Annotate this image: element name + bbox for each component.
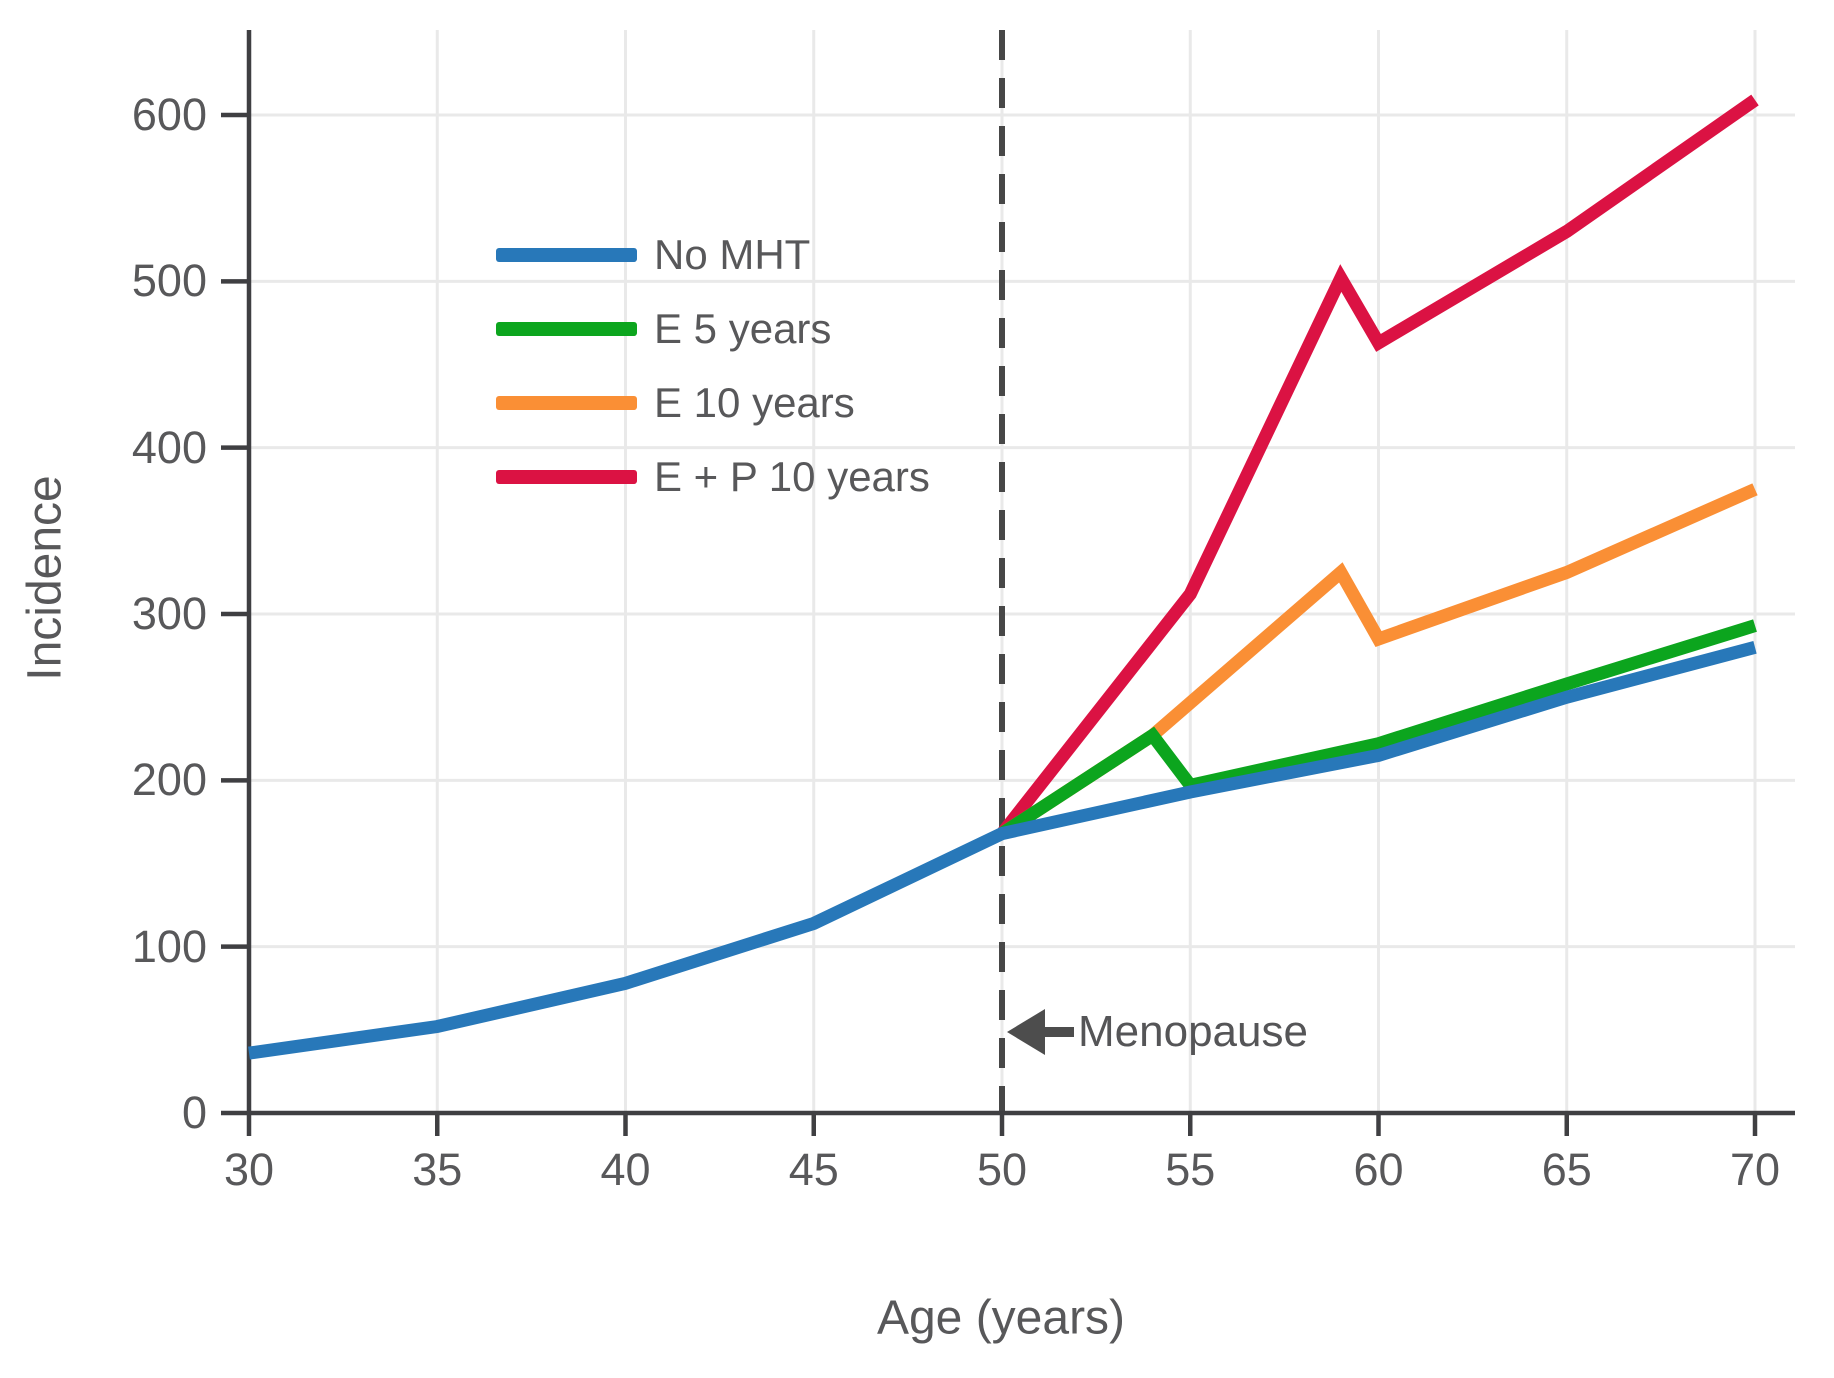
legend-swatch-icon	[496, 396, 637, 410]
legend-label: No MHT	[654, 231, 811, 278]
x-tick-label: 55	[1165, 1144, 1216, 1195]
left-arrow-icon	[1007, 1009, 1045, 1055]
x-tick-label: 30	[223, 1144, 275, 1195]
y-tick-label: 400	[131, 421, 207, 473]
legend: No MHT E 5 years E 10 years E + P 10 years	[496, 218, 930, 514]
series-line-no-mht	[248, 641, 1757, 1060]
legend-swatch-icon	[496, 470, 637, 484]
legend-swatch-icon	[496, 248, 637, 262]
menopause-annotation: Menopause	[1078, 1007, 1308, 1057]
y-tick-label: 300	[131, 588, 207, 639]
menopause-label: Menopause	[1078, 1007, 1308, 1056]
legend-item-e-10-years: E 10 years	[496, 366, 930, 440]
legend-item-e-p-10-years: E + P 10 years	[496, 440, 930, 514]
legend-item-no-mht: No MHT	[496, 218, 930, 292]
x-tick-label: 35	[412, 1144, 463, 1195]
y-tick-label: 600	[131, 89, 207, 140]
legend-label: E + P 10 years	[654, 453, 930, 500]
x-tick-label: 45	[788, 1144, 839, 1195]
y-tick-label: 0	[181, 1087, 207, 1138]
x-tick-label: 50	[976, 1144, 1028, 1195]
x-tick-label: 70	[1729, 1144, 1781, 1195]
legend-label: E 5 years	[654, 305, 832, 352]
x-tick-label: 65	[1541, 1144, 1592, 1195]
series-line-e-5-years	[998, 619, 1757, 840]
y-tick-label: 200	[131, 754, 207, 806]
series-line-e-p-10-years	[996, 94, 1759, 838]
x-axis-title: Age (years)	[876, 1291, 1126, 1345]
x-tick-label: 60	[1353, 1144, 1404, 1195]
y-axis-title: Incidence	[18, 475, 72, 681]
x-tick-label: 40	[600, 1144, 651, 1195]
y-tick-label: 100	[131, 920, 207, 972]
y-tick-label: 500	[131, 255, 207, 307]
legend-label: E 10 years	[654, 379, 855, 426]
legend-item-e-5-years: E 5 years	[496, 292, 930, 366]
legend-swatch-icon	[496, 322, 637, 336]
